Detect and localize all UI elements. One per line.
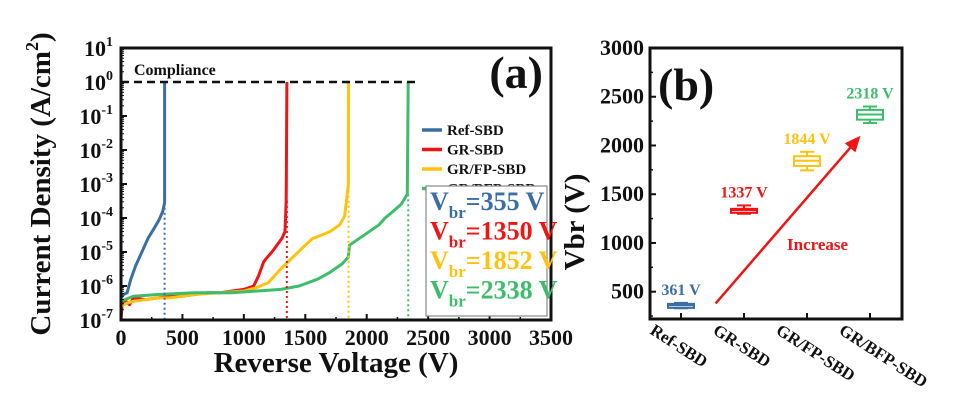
b-y-tick-label: 1500 (600, 181, 644, 206)
b-boxes: 361 V 1337 V 1844 V 2318 V (661, 85, 894, 310)
box-value-label: 2318 V (846, 85, 894, 102)
a-y-axis-title-main: Current Density (A/cm (25, 51, 57, 336)
a-x-tick-label: 1000 (222, 325, 266, 350)
a-y-tick-exp: -7 (101, 307, 113, 322)
increase-arrow (714, 135, 861, 305)
a-breakdown-lines (163, 185, 410, 320)
a-y-tick-base: 10 (79, 172, 101, 197)
a-y-tick-exp: -4 (101, 205, 113, 220)
b-plot-frame (648, 46, 904, 321)
a-x-tick-label: 2000 (345, 325, 389, 350)
a-y-tick-exp: 1 (106, 35, 113, 50)
vbr-sub: br (449, 233, 466, 252)
vbr-value: =2338 V (466, 276, 558, 305)
a-y-tick-base: 10 (79, 308, 101, 333)
box-value-label: 361 V (661, 282, 701, 299)
a-y-tick-label: 10-2 (79, 137, 113, 163)
a-y-axis-title-sup: 2 (22, 42, 42, 51)
a-y-axis-title: Current Density (A/cm2) (22, 32, 57, 335)
vbr-annotation: Vbr=1852 V (430, 246, 558, 281)
a-y-tick-base: 10 (79, 274, 101, 299)
series-line-gr-bfp-sbd (120, 81, 410, 303)
legend-label: GR-SBD (447, 143, 504, 159)
a-y-tick-exp: -1 (101, 103, 113, 118)
vbr-sub: br (449, 262, 466, 281)
vbr-value: =1350 V (466, 217, 558, 246)
legend-label: Ref-SBD (447, 123, 504, 139)
b-y-ticks: 500 1000 1500 2000 2500 3000 (600, 35, 656, 317)
box-ref-sbd: 361 V (661, 282, 701, 310)
b-y-tick-label: 1000 (600, 230, 644, 255)
vbr-prefix: V (430, 217, 449, 246)
panel-a: Compliance 0 500 1000 1500 2000 2500 3000 3500 … (22, 32, 573, 379)
a-y-axis-title-end: ) (25, 32, 57, 42)
series-line-gr-fp-sbd (120, 81, 350, 308)
increase-arrow-head (844, 135, 861, 153)
panel-a-label: (a) (489, 47, 543, 98)
a-x-tick-label: 3500 (529, 325, 573, 350)
vbr-annotation: Vbr=1350 V (430, 217, 558, 252)
a-y-tick-label: 10-4 (79, 205, 113, 231)
b-y-tick-label: 500 (611, 279, 644, 304)
a-y-tick-exp: 0 (106, 69, 113, 84)
a-y-tick-label: 10-3 (79, 171, 113, 197)
a-y-tick-label: 10-7 (79, 307, 113, 333)
b-category-label: GR-SBD (710, 320, 774, 371)
a-series-group (119, 81, 410, 321)
vbr-value: =1852 V (466, 246, 558, 275)
a-x-tick-label: 500 (166, 325, 199, 350)
a-x-tick-label: 2500 (406, 325, 450, 350)
a-y-tick-exp: -3 (101, 171, 113, 186)
a-x-tick-label: 0 (116, 325, 127, 350)
a-y-tick-label: 10-6 (79, 273, 113, 299)
box-value-label: 1844 V (783, 131, 831, 148)
vbr-value: =355 V (466, 187, 545, 216)
vbr-annotation-box (425, 185, 548, 317)
a-y-tick-label: 10-5 (79, 239, 113, 265)
a-y-tick-base: 10 (79, 138, 101, 163)
a-y-tick-exp: -5 (101, 239, 113, 254)
a-x-ticks: 0 500 1000 1500 2000 2500 3000 3500 (116, 314, 573, 350)
vbr-annotation: Vbr=2338 V (430, 276, 558, 311)
series-line-ref-sbd (119, 82, 167, 299)
a-x-tick-label: 1500 (283, 325, 327, 350)
increase-arrow-shaft (714, 141, 856, 305)
compliance-label: Compliance (134, 62, 216, 79)
b-y-tick-label: 2500 (600, 84, 644, 109)
vbr-prefix: V (430, 276, 449, 305)
a-y-tick-base: 10 (84, 70, 106, 95)
box-value-label: 1337 V (720, 184, 768, 201)
increase-label: Increase (787, 235, 849, 254)
b-y-axis-title: Vbr (V) (559, 174, 591, 271)
a-y-tick-exp: -2 (101, 137, 113, 152)
vbr-prefix: V (430, 187, 449, 216)
box-gr-bfp-sbd: 2318 V (846, 85, 894, 125)
legend-label: GR/FP-SBD (447, 162, 526, 178)
a-y-tick-label: 100 (84, 69, 113, 95)
panel-b-label: (b) (658, 59, 714, 110)
panel-b: 500 1000 1500 2000 2500 3000 Ref-SBDGR-SBDGR/… (559, 35, 931, 391)
b-category-label: Ref-SBD (647, 320, 711, 371)
a-y-tick-base: 10 (79, 240, 101, 265)
a-y-tick-exp: -6 (101, 273, 113, 288)
a-y-tick-base: 10 (79, 206, 101, 231)
a-y-tick-label: 10-1 (79, 103, 113, 129)
a-y-tick-label: 101 (84, 35, 113, 61)
b-y-tick-label: 2000 (600, 132, 644, 157)
a-y-tick-base: 10 (79, 104, 101, 129)
vbr-sub: br (449, 203, 466, 222)
b-y-tick-label: 3000 (600, 35, 644, 60)
vbr-annotation: Vbr=355 V (430, 187, 545, 222)
box-gr-sbd: 1337 V (720, 184, 768, 215)
a-x-tick-label: 3000 (468, 325, 512, 350)
a-y-tick-base: 10 (84, 36, 106, 61)
vbr-prefix: V (430, 246, 449, 275)
vbr-sub: br (449, 292, 466, 311)
box-gr-fp-sbd: 1844 V (783, 131, 831, 172)
a-x-axis-title: Reverse Voltage (V) (214, 347, 459, 379)
